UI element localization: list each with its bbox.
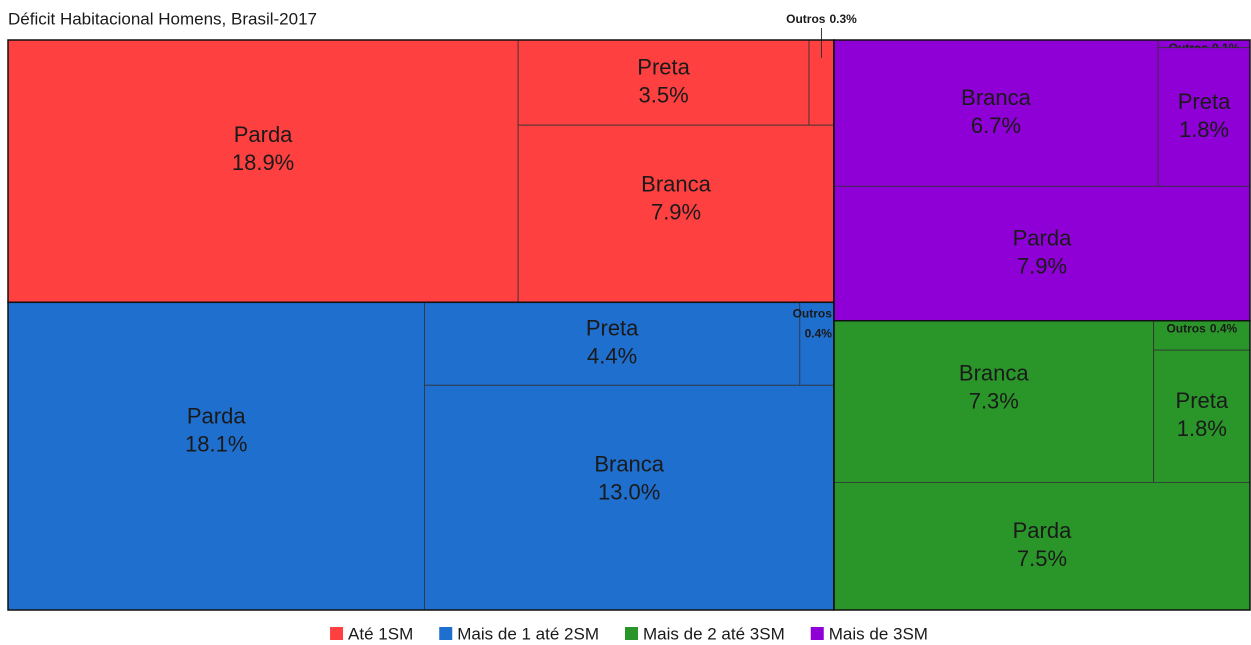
- treemap-cell: [517, 124, 835, 303]
- treemap-cell: [424, 301, 801, 386]
- cell-value: 1.8%: [1177, 416, 1227, 441]
- cell-value: 0.4%: [805, 326, 833, 340]
- legend-swatch: [625, 627, 638, 640]
- cell-value: 13.0%: [598, 479, 660, 504]
- cell-name: Preta: [1178, 89, 1231, 114]
- treemap-cell: [7, 301, 425, 611]
- cell-name: Branca: [961, 85, 1031, 110]
- cell-value: 0.3%: [829, 12, 857, 26]
- cell-value: 6.7%: [971, 113, 1021, 138]
- cell-value: 7.9%: [1017, 253, 1067, 278]
- cell-value: 1.8%: [1179, 117, 1229, 142]
- cell-name: Outros: [1166, 322, 1206, 336]
- cell-value: 18.9%: [232, 150, 294, 175]
- legend-label: Mais de 2 até 3SM: [643, 624, 785, 643]
- legend-swatch: [810, 627, 824, 640]
- cell-value: 4.4%: [587, 344, 637, 369]
- treemap-cell: [1153, 349, 1251, 483]
- legend: Até 1SM Mais de 1 até 2SM Mais de 2 até 3S…: [330, 624, 928, 643]
- cell-value: 7.5%: [1017, 546, 1067, 571]
- cell-value: 7.9%: [651, 199, 701, 224]
- treemap-cell: [517, 39, 810, 126]
- cell-label: Outros 0.4%: [1166, 322, 1237, 336]
- treemap-cell: [833, 320, 1155, 483]
- treemap-cell: [424, 384, 835, 611]
- cell-name: Preta: [1176, 388, 1229, 413]
- cell-name: Outros: [793, 306, 833, 320]
- cell-value: 18.1%: [185, 431, 247, 456]
- legend-swatch: [330, 627, 344, 640]
- group-border: [833, 319, 1251, 611]
- cell-name: Parda: [234, 122, 293, 147]
- cell-name: Parda: [1013, 225, 1072, 250]
- cell-name: Preta: [586, 316, 639, 341]
- legend-label: Mais de 3SM: [829, 624, 928, 643]
- cell-value: 0.4%: [1210, 322, 1238, 336]
- cell-name: Preta: [637, 54, 690, 79]
- chart-title: Déficit Habitacional Homens, Brasil-2017: [8, 9, 317, 28]
- cell-name: Branca: [959, 360, 1029, 385]
- treemap-cell: [1157, 47, 1251, 187]
- legend-label: Até 1SM: [348, 624, 413, 643]
- cell-name: Branca: [594, 451, 664, 476]
- cell-value: 7.3%: [969, 388, 1019, 413]
- cell-name: Parda: [1013, 518, 1072, 543]
- cell-value: 3.5%: [638, 82, 688, 107]
- legend-swatch: [439, 627, 453, 640]
- cell-name: Branca: [641, 171, 711, 196]
- cell-name: Parda: [187, 403, 246, 428]
- cell-name: Outros: [786, 12, 826, 26]
- treemap-cell: [7, 39, 519, 303]
- cell-label: Outros 0.3%: [786, 12, 857, 26]
- treemap-cell: [833, 185, 1251, 322]
- treemap-cell: [1153, 320, 1251, 351]
- legend-label: Mais de 1 até 2SM: [457, 624, 599, 643]
